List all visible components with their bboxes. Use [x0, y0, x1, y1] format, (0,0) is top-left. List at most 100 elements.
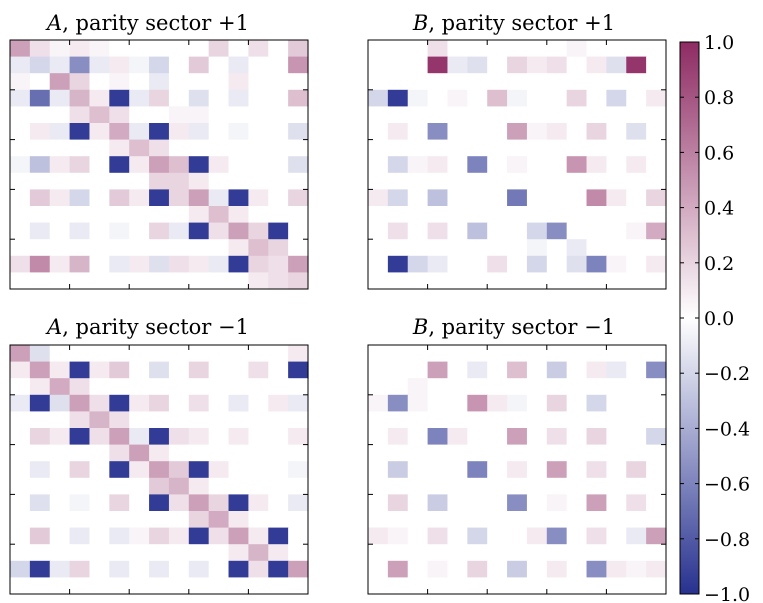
panel-a-plus-cell-5-8	[168, 123, 190, 141]
panel-b-plus-cell-4-7	[507, 106, 528, 124]
panel-a-plus-cell-12-8	[168, 239, 190, 257]
panel-b-minus-cell-13-0	[368, 560, 389, 578]
panel-a-plus-cell-4-4	[89, 106, 110, 124]
panel-a-minus-cell-0-4	[89, 345, 110, 363]
panel-b-minus-cell-2-11	[586, 378, 607, 396]
panel-a-plus-cell-13-12	[248, 255, 269, 273]
panel-b-minus-cell-12-0	[368, 544, 389, 562]
panel-b-plus-cell-3-3	[427, 89, 449, 107]
panel-a-plus-cell-7-13	[268, 156, 289, 174]
panel-b-plus-cell-4-13	[626, 106, 647, 124]
panel-a-plus-cell-1-3	[69, 56, 91, 74]
panel-b-plus-cell-6-7	[507, 139, 528, 157]
panel-a-minus-cell-9-7	[149, 494, 170, 512]
panel-a-minus-cell-5-13	[268, 428, 289, 446]
panel-b-minus-cell-10-6	[487, 511, 508, 529]
panel-a-minus-cell-7-6	[129, 461, 150, 479]
panel-b-plus-cell-11-1	[387, 222, 409, 240]
panel-a-plus-cell-0-12	[248, 40, 269, 58]
panel-b-plus-cell-10-14	[646, 206, 667, 224]
panel-a-plus-cell-10-14	[288, 206, 309, 224]
panel-a-minus: A, parity sector −1	[9, 315, 309, 595]
panel-a-minus-cell-2-5	[109, 378, 130, 396]
panel-a-plus-cell-1-12	[248, 56, 269, 74]
panel-b-minus-cell-12-7	[507, 544, 528, 562]
panel-b-minus-cell-8-5	[467, 477, 488, 495]
panel-b-minus-cell-10-7	[507, 511, 528, 529]
panel-b-minus-cell-4-12	[606, 411, 627, 429]
panel-a-minus-cell-12-0	[10, 544, 31, 562]
panel-a-plus-cell-7-5	[109, 156, 130, 174]
panel-b-plus-cell-8-2	[407, 172, 429, 190]
panel-a-minus-cell-1-6	[129, 361, 150, 379]
panel-b-minus-cell-12-8	[526, 544, 548, 562]
panel-b-minus-cell-4-11	[586, 411, 607, 429]
panel-a-plus-cell-8-11	[228, 172, 249, 190]
panel-a-minus-cell-5-2	[49, 428, 71, 446]
panel-b-minus-cell-7-7	[507, 461, 528, 479]
panel-a-plus-cell-6-10	[208, 139, 230, 157]
panel-a-plus-cell-14-9	[188, 272, 210, 290]
panel-b-minus-cell-14-8	[526, 577, 548, 595]
panel-a-minus-cell-10-13	[268, 511, 289, 529]
panel-b-plus-cell-8-8	[526, 172, 548, 190]
panel-a-plus-cell-4-8	[168, 106, 190, 124]
panel-b-plus-cell-4-5	[467, 106, 488, 124]
panel-a-plus-cell-3-14	[288, 89, 309, 107]
panel-b-minus-cell-0-2	[407, 345, 429, 363]
panel-b-minus-cell-7-0	[368, 461, 389, 479]
panel-b-plus-cell-6-11	[586, 139, 607, 157]
panel-a-minus-cell-3-8	[168, 394, 190, 412]
panel-b-minus-cell-9-13	[626, 494, 647, 512]
panel-b-minus-cell-3-2	[407, 394, 429, 412]
panel-b-minus-cell-5-1	[387, 428, 409, 446]
panel-a-plus-cell-11-1	[29, 222, 51, 240]
panel-b-plus-cell-3-9	[546, 89, 568, 107]
panel-a-plus-cell-1-14	[288, 56, 309, 74]
panel-b-minus-cell-9-7	[507, 494, 528, 512]
panel-b-plus-cell-0-2	[407, 40, 429, 58]
panel-b-plus-cell-3-12	[606, 89, 627, 107]
panel-a-minus-cell-8-10	[208, 477, 230, 495]
panel-a-plus-cell-12-1	[29, 239, 51, 257]
panel-a-minus-cell-0-8	[168, 345, 190, 363]
panel-b-plus-cell-14-13	[626, 272, 647, 290]
panel-b-minus-cell-6-4	[447, 444, 468, 462]
panel-b-plus-cell-3-0	[368, 89, 389, 107]
panel-b-minus: B, parity sector −1	[367, 315, 667, 595]
panel-b-minus-cell-13-14	[646, 560, 667, 578]
panel-a-plus-cell-8-4	[89, 172, 110, 190]
panel-b-plus-cell-2-2	[407, 73, 429, 91]
panel-b-minus-cell-4-4	[447, 411, 468, 429]
panel-b-minus-cell-10-4	[447, 511, 468, 529]
panel-a-minus-cell-10-7	[149, 511, 170, 529]
panel-b-minus-cell-10-2	[407, 511, 429, 529]
panel-b-plus-cell-10-11	[586, 206, 607, 224]
panel-a-plus-cell-5-14	[288, 123, 309, 141]
panel-b-plus-cell-0-4	[447, 40, 468, 58]
panel-b-plus-cell-12-6	[487, 239, 508, 257]
panel-a-plus-cell-5-0	[10, 123, 31, 141]
panel-b-plus-cell-4-3	[427, 106, 449, 124]
panel-a-minus-cell-11-13	[268, 527, 289, 545]
panel-a-plus-cell-1-9	[188, 56, 210, 74]
panel-b-minus-cell-9-9	[546, 494, 568, 512]
panel-a-minus-cell-14-10	[208, 577, 230, 595]
panel-b-plus-cell-9-13	[626, 189, 647, 207]
panel-b-plus-cell-5-0	[368, 123, 389, 141]
panel-a-plus-cell-6-4	[89, 139, 110, 157]
panel-a-minus-cell-4-2	[49, 411, 71, 429]
panel-a-plus-cell-13-14	[288, 255, 309, 273]
panel-a-minus-cell-8-2	[49, 477, 71, 495]
panel-a-minus-cell-9-5	[109, 494, 130, 512]
panel-a-plus-cell-3-1	[29, 89, 51, 107]
panel-a-plus-cell-10-2	[49, 206, 71, 224]
panel-a-plus-cell-10-0	[10, 206, 31, 224]
panel-a-plus-cell-8-7	[149, 172, 170, 190]
panel-b-minus-cell-8-1	[387, 477, 409, 495]
panel-a-minus-cell-6-1	[29, 444, 51, 462]
panel-b-plus-cell-8-3	[427, 172, 449, 190]
panel-a-plus-cell-11-6	[129, 222, 150, 240]
panel-b-minus-cell-6-2	[407, 444, 429, 462]
panel-b-minus-cell-14-4	[447, 577, 468, 595]
